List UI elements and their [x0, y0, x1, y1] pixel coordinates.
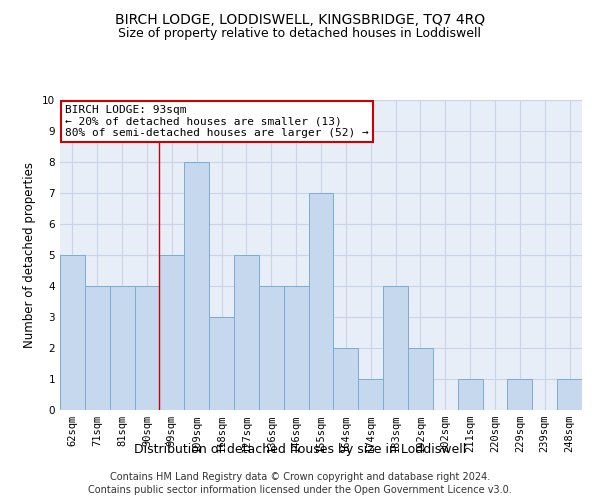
Bar	[110, 286, 134, 410]
Bar	[134, 286, 160, 410]
Bar	[85, 286, 110, 410]
Bar	[209, 317, 234, 410]
Bar	[160, 255, 184, 410]
Bar	[358, 379, 383, 410]
Bar	[60, 255, 85, 410]
Text: BIRCH LODGE, LODDISWELL, KINGSBRIDGE, TQ7 4RQ: BIRCH LODGE, LODDISWELL, KINGSBRIDGE, TQ…	[115, 12, 485, 26]
Bar	[234, 255, 259, 410]
Text: BIRCH LODGE: 93sqm
← 20% of detached houses are smaller (13)
80% of semi-detache: BIRCH LODGE: 93sqm ← 20% of detached hou…	[65, 104, 369, 138]
Text: Distribution of detached houses by size in Loddiswell: Distribution of detached houses by size …	[134, 442, 466, 456]
Bar	[308, 193, 334, 410]
Text: Contains HM Land Registry data © Crown copyright and database right 2024.: Contains HM Land Registry data © Crown c…	[110, 472, 490, 482]
Bar	[184, 162, 209, 410]
Text: Contains public sector information licensed under the Open Government Licence v3: Contains public sector information licen…	[88, 485, 512, 495]
Bar	[458, 379, 482, 410]
Bar	[259, 286, 284, 410]
Bar	[408, 348, 433, 410]
Bar	[383, 286, 408, 410]
Bar	[284, 286, 308, 410]
Text: Size of property relative to detached houses in Loddiswell: Size of property relative to detached ho…	[119, 28, 482, 40]
Bar	[508, 379, 532, 410]
Y-axis label: Number of detached properties: Number of detached properties	[23, 162, 37, 348]
Bar	[557, 379, 582, 410]
Bar	[334, 348, 358, 410]
